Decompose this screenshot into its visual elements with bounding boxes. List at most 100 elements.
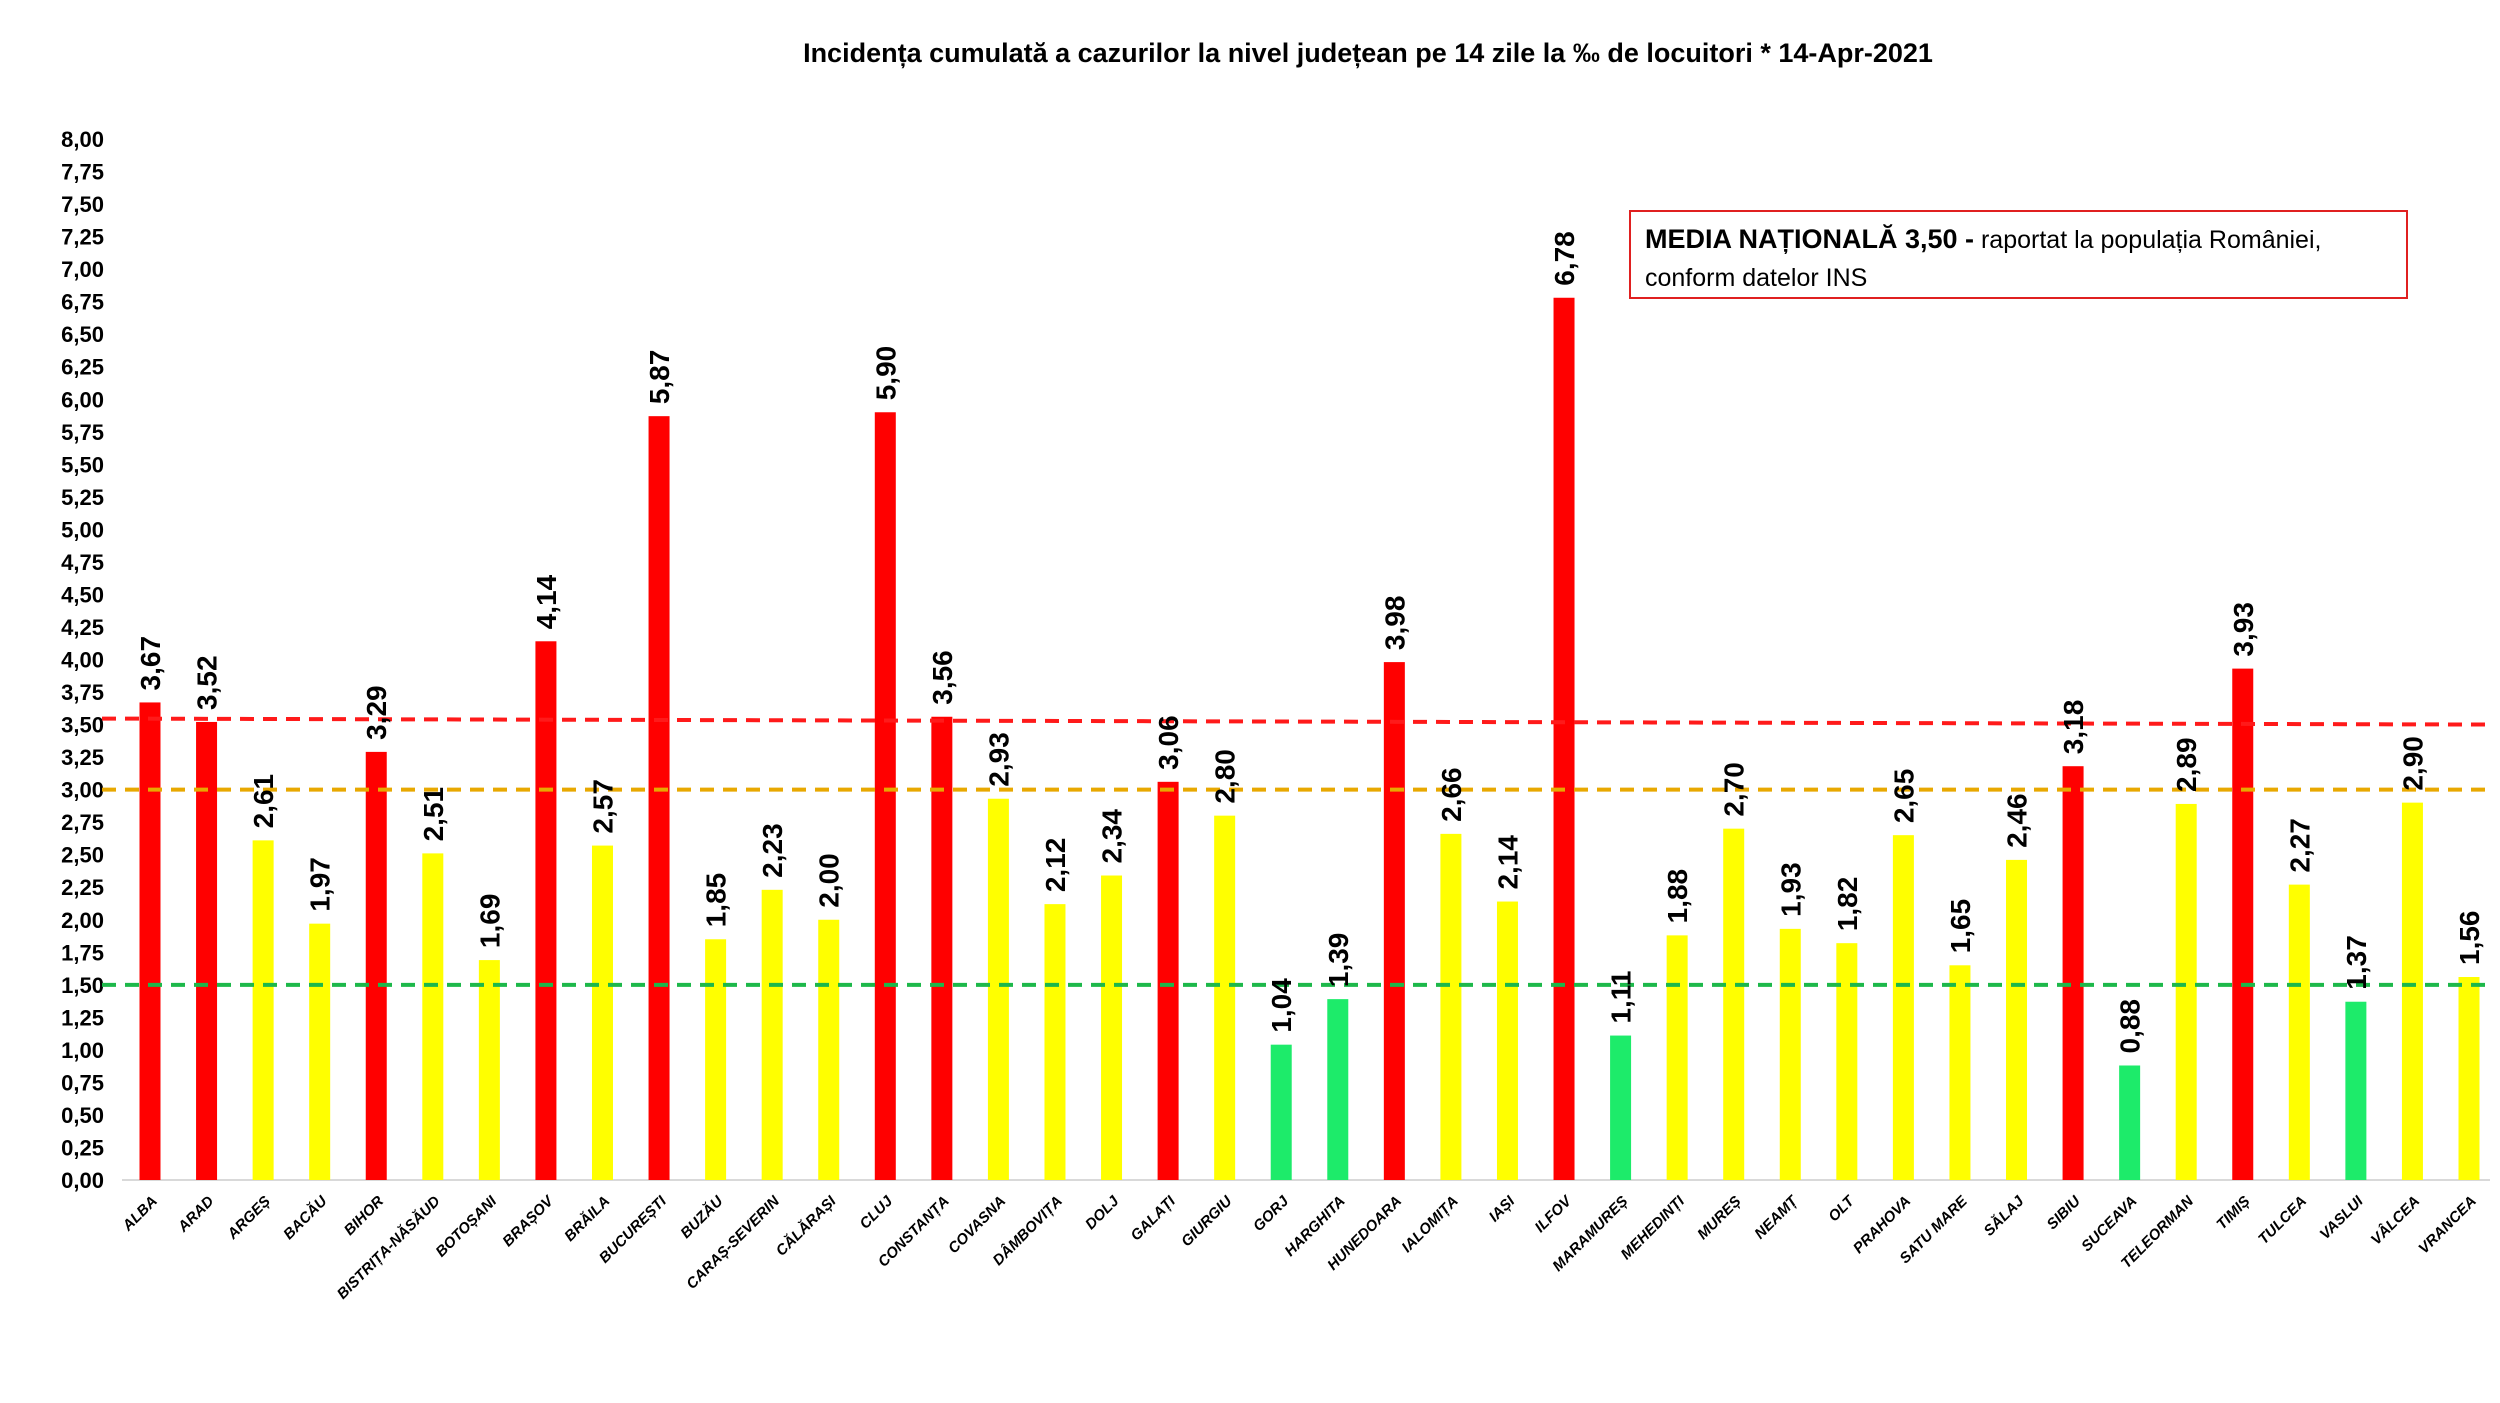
data-label: 3,93 — [2228, 602, 2259, 657]
y-tick-label: 4,75 — [61, 550, 104, 575]
annotation-line2: conform datelor INS — [1645, 264, 1868, 292]
y-tick-label: 5,50 — [61, 452, 104, 477]
x-tick-label: SIBIU — [2044, 1192, 2085, 1233]
bar — [1044, 904, 1066, 1180]
data-label: 6,78 — [1549, 231, 1580, 286]
data-label: 3,56 — [927, 650, 958, 705]
data-label: 1,93 — [1775, 862, 1806, 917]
x-axis: ALBA ARAD ARGEȘ BACĂU BIHORBISTRIȚA-NĂSĂUDBO… — [119, 1191, 2480, 1302]
bar — [1610, 1035, 1632, 1180]
y-axis: 0,00 0,25 0,50 0,75 1,00 1,25 1,50 1,75 2,00 2,25… — [61, 127, 2490, 1193]
bar — [761, 889, 783, 1180]
data-label: 1,65 — [1945, 899, 1976, 954]
x-tick-label: ARGEȘ — [224, 1193, 274, 1243]
y-tick-label: 6,00 — [61, 387, 104, 412]
data-label: 3,18 — [2058, 700, 2089, 755]
x-tick-label: GIURGIU — [1178, 1192, 1236, 1250]
bar — [1214, 815, 1236, 1180]
y-tick-label: 3,50 — [61, 713, 104, 738]
bar — [2232, 668, 2254, 1180]
y-tick-label: 3,75 — [61, 680, 104, 705]
data-label: 1,37 — [2341, 935, 2372, 990]
bar — [139, 702, 161, 1180]
y-tick-label: 6,25 — [61, 355, 104, 380]
data-label: 1,97 — [305, 857, 336, 912]
y-tick-label: 0,00 — [61, 1168, 104, 1193]
x-tick-label: BRAȘOV — [499, 1191, 558, 1250]
bar — [705, 939, 727, 1180]
bar — [2458, 977, 2480, 1180]
y-tick-label: 1,00 — [61, 1038, 104, 1063]
bar — [648, 416, 670, 1180]
bar — [1892, 835, 1914, 1180]
bar — [1327, 999, 1349, 1180]
data-label: 5,90 — [870, 346, 901, 401]
data-label: 2,23 — [757, 823, 788, 878]
bar — [252, 840, 274, 1180]
x-tick-label: NEAMȚ — [1751, 1192, 1802, 1243]
bar — [2401, 802, 2423, 1180]
data-label: 1,56 — [2454, 911, 2485, 966]
y-tick-label: 2,00 — [61, 908, 104, 933]
data-label: 1,69 — [474, 894, 505, 949]
y-tick-label: 0,50 — [61, 1103, 104, 1128]
x-tick-label: BACĂU — [280, 1192, 331, 1243]
data-label: 2,89 — [2171, 737, 2202, 792]
annotation-bold: MEDIA NAȚIONALĂ 3,50 - — [1645, 224, 1975, 254]
y-tick-label: 5,75 — [61, 420, 104, 445]
bar — [478, 960, 500, 1180]
bar — [2119, 1065, 2141, 1180]
bars — [139, 297, 2480, 1180]
data-label: 2,70 — [1719, 762, 1750, 817]
bar — [365, 751, 387, 1180]
x-tick-label: BISTRIȚA-NĂSĂUD — [334, 1193, 444, 1303]
y-tick-label: 0,75 — [61, 1070, 104, 1095]
data-label: 1,85 — [701, 873, 732, 928]
x-tick-label: MUREȘ — [1694, 1193, 1744, 1243]
data-labels: 3,67 3,52 2,61 1,97 3,29 2,51 1,69 4,14 2,57 5,87… — [135, 231, 2485, 1053]
bar — [1440, 833, 1462, 1180]
x-tick-label: VASLUI — [2317, 1192, 2368, 1243]
x-tick-label: BUZĂU — [677, 1192, 727, 1242]
bar — [1157, 781, 1179, 1180]
bar — [591, 845, 613, 1180]
chart-title: Incidența cumulată a cazurilor la nivel … — [803, 38, 1933, 68]
y-tick-label: 7,25 — [61, 225, 104, 250]
data-label: 2,80 — [1210, 749, 1241, 804]
data-label: 1,04 — [1266, 978, 1297, 1033]
data-label: 3,06 — [1153, 715, 1184, 770]
x-tick-label: DOLJ — [1082, 1192, 1123, 1233]
y-tick-label: 7,00 — [61, 257, 104, 282]
data-label: 3,52 — [192, 655, 223, 710]
data-label: 3,29 — [361, 685, 392, 740]
y-tick-label: 1,50 — [61, 973, 104, 998]
bar — [931, 716, 953, 1180]
bar — [1553, 297, 1575, 1180]
x-tick-label: BRĂILA — [561, 1193, 613, 1245]
bar — [987, 798, 1009, 1180]
y-tick-label: 1,75 — [61, 940, 104, 965]
bar — [2175, 803, 2197, 1180]
bar — [874, 412, 896, 1180]
data-label: 2,46 — [2002, 793, 2033, 848]
y-tick-label: 3,25 — [61, 745, 104, 770]
x-tick-label: SĂLAJ — [1981, 1192, 2028, 1239]
x-tick-label: CĂLĂRAȘI — [773, 1192, 840, 1259]
y-tick-label: 0,25 — [61, 1135, 104, 1160]
bar — [1270, 1044, 1292, 1180]
y-tick-label: 4,50 — [61, 582, 104, 607]
y-tick-label: 6,50 — [61, 322, 104, 347]
x-tick-label: ALBA — [119, 1193, 161, 1235]
bar — [818, 919, 840, 1180]
data-label: 1,11 — [1606, 971, 1637, 1024]
x-tick-label: GALAȚI — [1127, 1192, 1179, 1244]
bar — [309, 923, 331, 1180]
bar — [196, 721, 218, 1180]
data-label: 2,27 — [2284, 818, 2315, 873]
threshold-lines — [101, 716, 2491, 987]
x-tick-label: TULCEA — [2255, 1193, 2310, 1248]
y-tick-label: 2,25 — [61, 875, 104, 900]
bar — [2062, 766, 2084, 1180]
y-tick-label: 7,75 — [61, 160, 104, 185]
